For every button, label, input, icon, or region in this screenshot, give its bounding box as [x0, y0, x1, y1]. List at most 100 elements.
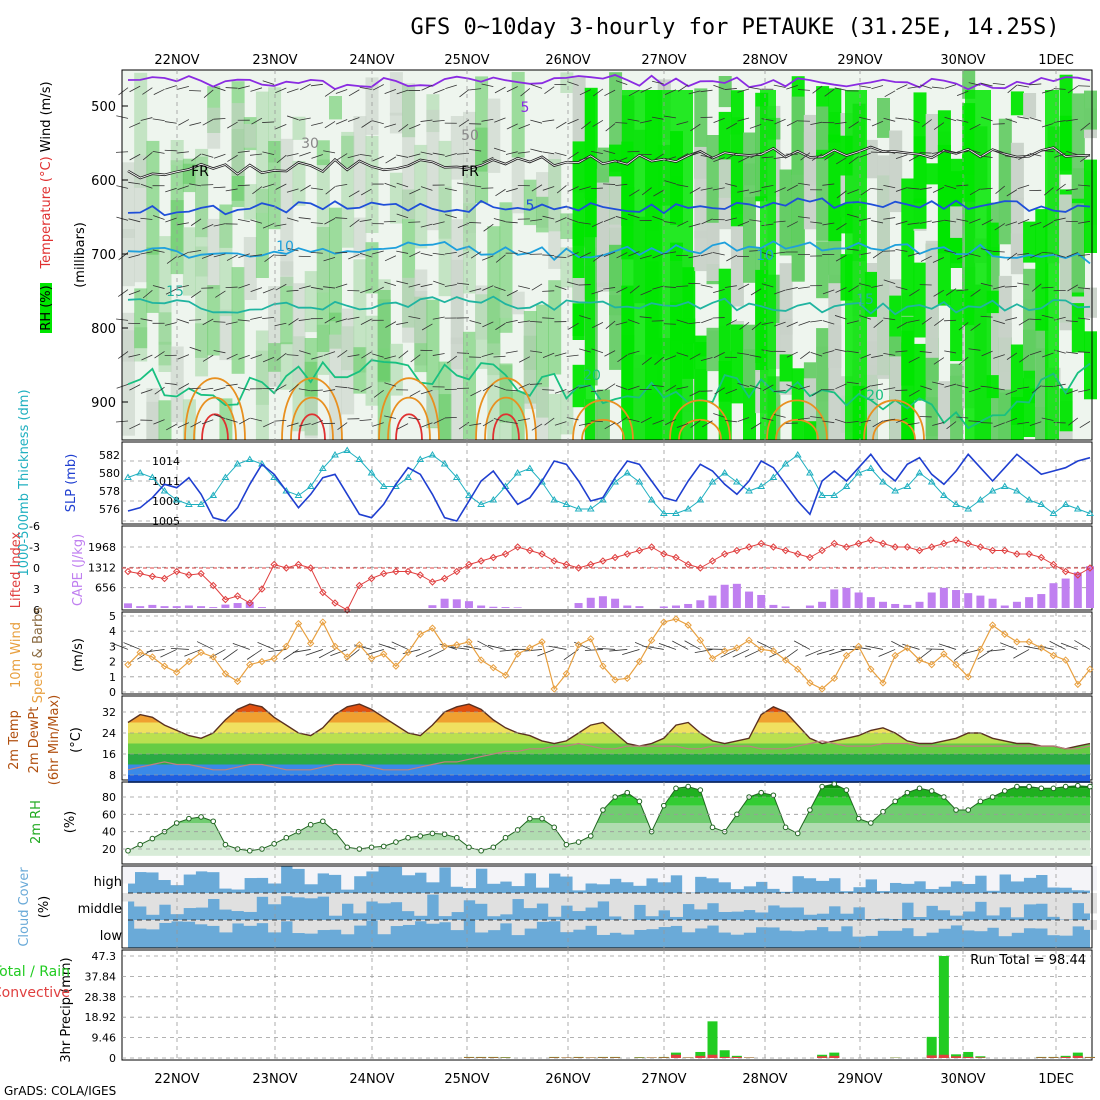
- cloud-cell: [1084, 866, 1097, 891]
- rh-cell: [1023, 268, 1037, 371]
- wind-speed-series-point: [124, 660, 132, 669]
- rh-tick-label: 40: [102, 826, 116, 839]
- cloud-cell: [633, 866, 647, 886]
- wind-barb: [360, 386, 372, 393]
- wind-barb: [1017, 184, 1030, 190]
- cloud-cell: [316, 866, 330, 874]
- cloud-cell: [122, 866, 135, 884]
- cloud-cell: [901, 893, 915, 903]
- thickness-series-point: [988, 487, 997, 494]
- wind-barb: [152, 249, 165, 253]
- wind-barb: [980, 155, 993, 158]
- wind-barb: [896, 84, 908, 91]
- lifted-index-series-point: [428, 578, 437, 586]
- cape-bar: [1012, 601, 1021, 608]
- cape-bar: [611, 598, 620, 608]
- wind-barb: [359, 419, 372, 422]
- wind-speed-series-point: [1086, 665, 1094, 673]
- wind-barb: [968, 348, 981, 351]
- rh-cell: [231, 103, 245, 176]
- wind-speed-series-point: [660, 618, 668, 626]
- thickness-series-point: [124, 473, 132, 480]
- wind-barb: [907, 187, 920, 190]
- rh-series-point: [502, 834, 509, 841]
- wind-barb: [323, 150, 336, 154]
- wind-barb: [420, 252, 433, 257]
- wind-speed-series-point: [733, 644, 741, 652]
- lifted-index-series-point: [927, 543, 936, 551]
- wind-barb: [774, 118, 786, 125]
- wind-barb: [566, 354, 579, 357]
- contour-label: 5: [521, 100, 530, 116]
- precip-convective-bar: [1060, 1056, 1071, 1058]
- wind-barb: [1078, 317, 1091, 320]
- cloud-cell: [974, 866, 988, 876]
- wind-barb: [824, 153, 835, 161]
- cloud-cell: [536, 866, 550, 888]
- cloud-cell: [243, 920, 257, 926]
- wind-barb: [725, 217, 737, 222]
- wind-barb: [140, 217, 153, 220]
- wind-barb: [432, 316, 445, 320]
- wind-barb: [226, 353, 238, 360]
- cloud-cell: [560, 866, 574, 877]
- warm-isotherm-loop: [678, 418, 722, 441]
- cloud-cell: [937, 920, 951, 929]
- rh-series-point: [673, 785, 679, 792]
- wind-barb: [604, 422, 616, 430]
- cloud-cell: [438, 866, 452, 868]
- wind-barb: [409, 251, 421, 258]
- cloud-cell: [1023, 920, 1037, 929]
- wind-barb: [761, 184, 774, 188]
- rh-cell: [925, 240, 939, 358]
- wind-barb: [542, 151, 555, 155]
- precip-convective-bar: [731, 1056, 742, 1058]
- wind-barb: [140, 318, 153, 322]
- wind-barb: [628, 319, 640, 325]
- wind-barb: [640, 416, 652, 424]
- wind-speed-series-point: [976, 645, 985, 654]
- wind-barb: [420, 283, 433, 288]
- wind-barb: [517, 418, 530, 422]
- wind-barb: [225, 321, 238, 325]
- lifted-index-tick-label: 6: [33, 604, 40, 617]
- surface-wind-barb: [451, 646, 470, 650]
- surface-wind-barb: [345, 649, 360, 662]
- precip-tick-label: 28.38: [85, 991, 117, 1004]
- precip-convective-bar: [817, 1056, 828, 1058]
- wind-barb: [653, 189, 664, 197]
- wind-barb: [932, 186, 945, 193]
- lifted-index-series-point: [903, 543, 912, 551]
- rh-series-point: [575, 839, 582, 845]
- wind-barb: [700, 187, 713, 191]
- wind-barb: [579, 384, 591, 389]
- cloud-cell: [548, 893, 562, 917]
- rh-cell: [341, 131, 355, 248]
- wind-barb: [372, 422, 384, 427]
- wind-barb: [968, 253, 981, 257]
- cloud-cell: [779, 893, 793, 908]
- lifted-index-series-point: [209, 581, 217, 590]
- wind-barb: [444, 284, 457, 287]
- precip-total-bar: [829, 1052, 840, 1058]
- wind-barb: [311, 122, 323, 126]
- warm-isotherm-loop: [290, 396, 334, 441]
- wind-speed-series-point: [550, 685, 558, 693]
- wind-barb: [919, 187, 932, 190]
- surface-wind-barb: [111, 642, 129, 650]
- rh-cell: [146, 140, 160, 255]
- wind-barb: [225, 418, 238, 423]
- rh-legend-swatch: [40, 283, 52, 333]
- precip-convective-bar: [573, 1057, 584, 1058]
- wind-barb: [993, 319, 1005, 325]
- wind-speed-series-point: [684, 621, 692, 629]
- wind-barb: [298, 388, 311, 392]
- surface-wind-barb: [1013, 649, 1030, 659]
- surface-wind-barb: [477, 640, 494, 650]
- wind-barb: [262, 317, 275, 320]
- rh-series-point: [1050, 785, 1057, 792]
- wind-barb: [372, 120, 384, 125]
- wind-barb: [275, 384, 287, 391]
- cape-bar: [428, 605, 437, 608]
- warm-isotherm-loop: [484, 396, 528, 441]
